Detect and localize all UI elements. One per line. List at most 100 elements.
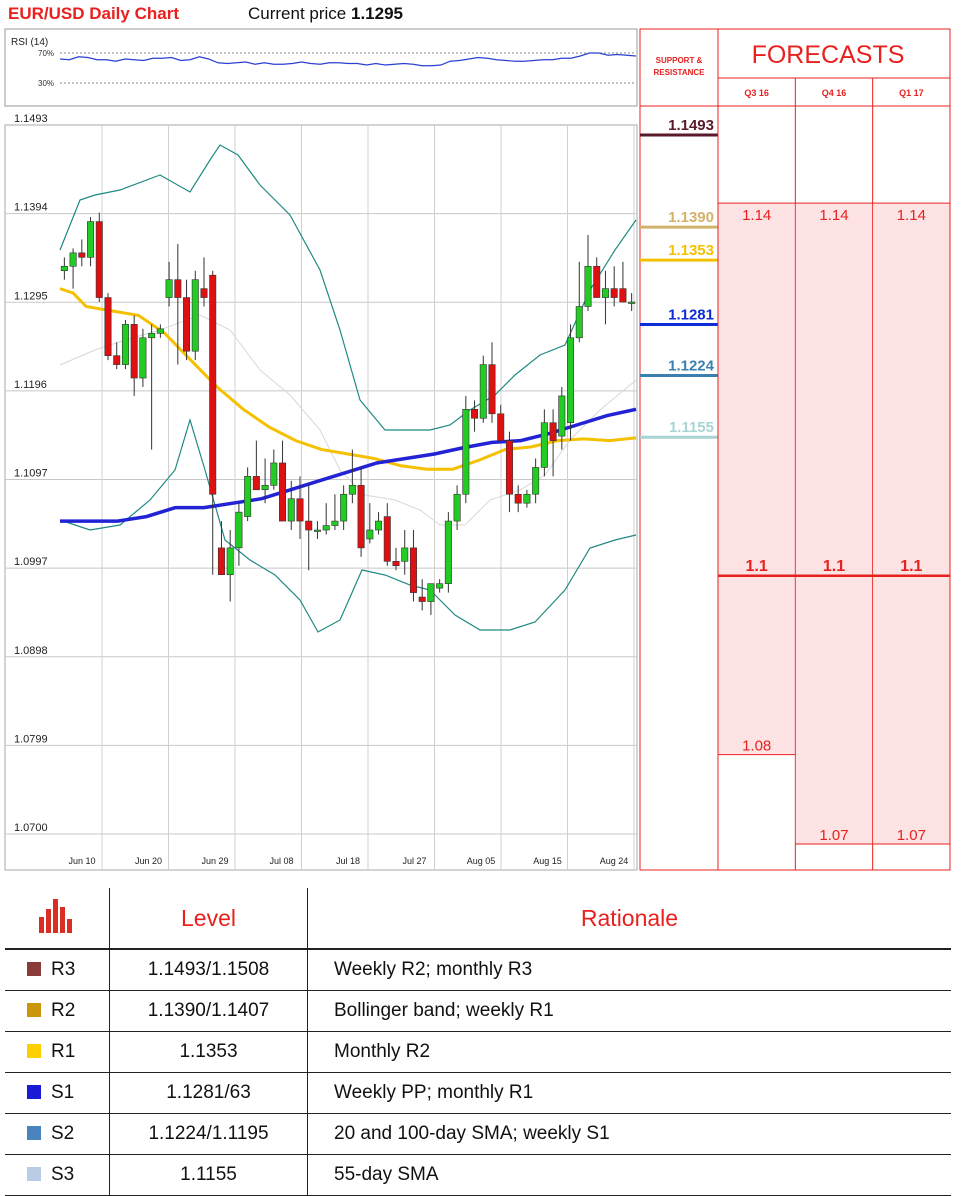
col-level-header: Level [109, 888, 308, 950]
chart-icon-cell [5, 888, 110, 950]
candle [383, 503, 391, 566]
candle [348, 449, 356, 504]
bollinger-upper [59, 144, 637, 431]
candle [331, 494, 339, 531]
candle [471, 400, 479, 432]
current-price-label: Current price [248, 4, 347, 23]
candle [183, 279, 191, 361]
forecast-low: 1.08 [742, 738, 771, 755]
candle [270, 449, 278, 490]
rsi-label: RSI (14) [11, 37, 48, 48]
y-tick-label: 1.1097 [14, 468, 48, 480]
table-row: S3 1.1155 55-day SMA [5, 1154, 951, 1196]
forecast-title: FORECASTS [752, 41, 905, 69]
candle [252, 440, 260, 491]
candle [628, 293, 636, 311]
y-tick-label: 1.1394 [14, 202, 48, 214]
level-value: 1.1155 [109, 1154, 308, 1196]
forecast-col-label: Q4 16 [822, 88, 847, 98]
candle [514, 485, 522, 513]
y-tick-label: 1.0700 [14, 822, 48, 834]
level-tag-cell: R3 [5, 949, 110, 991]
current-price-value: 1.1295 [351, 4, 403, 23]
candle [366, 503, 374, 544]
candle [375, 512, 383, 535]
forecast-mid: 1.1 [746, 558, 768, 575]
sr-level: 1.1353 [640, 242, 718, 262]
candle [235, 503, 243, 566]
level-rationale: Weekly R2; monthly R3 [307, 949, 951, 991]
x-tick-label: Aug 15 [533, 856, 562, 866]
forecast-high: 1.14 [897, 207, 926, 224]
candle [313, 521, 321, 539]
candle [619, 261, 627, 303]
table-row: R2 1.1390/1.1407 Bollinger band; weekly R1 [5, 990, 951, 1032]
sr-level-value: 1.1390 [668, 209, 714, 226]
table-row: S1 1.1281/63 Weekly PP; monthly R1 [5, 1072, 951, 1114]
x-tick-label: Jul 27 [402, 856, 426, 866]
y-tick-label: 1.0799 [14, 733, 48, 745]
sr-level-value: 1.1493 [668, 117, 714, 134]
candle [287, 480, 295, 531]
sma-yellow-line [59, 287, 637, 471]
candle [104, 293, 112, 361]
level-tag: S1 [51, 1082, 75, 1103]
level-rationale: 55-day SMA [307, 1154, 951, 1196]
candle [69, 248, 77, 289]
candle [558, 386, 566, 450]
candle [340, 485, 348, 531]
y-tick-label: 1.1196 [14, 379, 47, 391]
candle [409, 530, 417, 602]
candle [322, 503, 330, 535]
candle [78, 239, 86, 267]
candle [121, 319, 129, 370]
x-tick-label: Aug 05 [467, 856, 496, 866]
sr-level-value: 1.1281 [668, 307, 714, 324]
level-tag-cell: S1 [5, 1072, 110, 1114]
candle [497, 404, 505, 441]
candle [453, 485, 461, 531]
level-tag-cell: R2 [5, 990, 110, 1032]
forecast-high: 1.14 [742, 207, 771, 224]
level-color-swatch [27, 1085, 41, 1099]
table-row: S2 1.1224/1.1195 20 and 100-day SMA; weekl… [5, 1113, 951, 1155]
level-value: 1.1493/1.1508 [109, 949, 308, 991]
level-tag-cell: S2 [5, 1113, 110, 1155]
candle [392, 547, 400, 571]
sr-level: 1.1155 [640, 419, 718, 439]
forecast-low: 1.07 [819, 827, 848, 844]
candle [532, 458, 540, 504]
level-tag: S2 [51, 1123, 75, 1144]
forecast-mid: 1.1 [900, 558, 922, 575]
sr-levels: 1.1493 1.1390 1.1353 1.1281 1.1224 1.1155 [640, 117, 718, 439]
candle [418, 579, 426, 611]
candle [305, 485, 313, 571]
levels-table: Level Rationale R3 1.1493/1.1508 Weekly R2… [5, 888, 951, 1196]
level-color-swatch [27, 1044, 41, 1058]
candle [60, 257, 68, 280]
candle [549, 409, 557, 477]
level-tag: R2 [51, 1000, 76, 1021]
candle [593, 257, 601, 298]
x-tick-label: Aug 24 [600, 856, 629, 866]
candle [148, 324, 156, 450]
candle [610, 266, 618, 307]
candle [436, 579, 444, 593]
candle [130, 315, 138, 396]
level-value: 1.1390/1.1407 [109, 990, 308, 1032]
level-rationale: Bollinger band; weekly R1 [307, 990, 951, 1032]
candle [279, 440, 287, 522]
candle [209, 270, 217, 575]
forecast-columns: Q3 16 1.14 1.1 1.08 Q4 16 1.14 1.1 1.07 Q1 17 1.1… [718, 78, 950, 870]
candle [87, 217, 95, 267]
candle [575, 261, 583, 343]
level-tag: R3 [51, 959, 76, 980]
level-rationale: 20 and 100-day SMA; weekly S1 [307, 1113, 951, 1155]
candle [357, 467, 365, 557]
candle [401, 530, 409, 575]
sr-level: 1.1281 [640, 307, 718, 327]
forecast-col-label: Q1 17 [899, 88, 924, 98]
level-rationale: Monthly R2 [307, 1031, 951, 1073]
candle [139, 328, 147, 387]
candle [505, 431, 513, 513]
